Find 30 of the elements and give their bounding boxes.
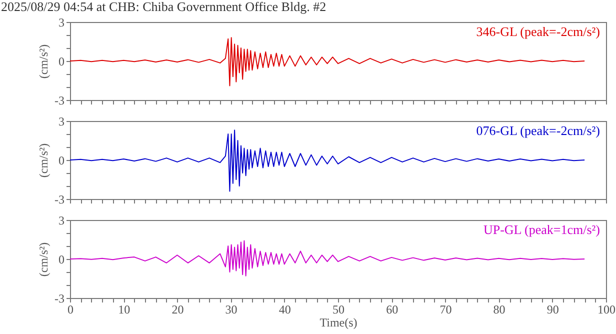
y-axis-title: (cm/s²) [36, 44, 51, 79]
x-tick-label: 30 [225, 302, 238, 316]
x-tick-label: 40 [278, 302, 291, 316]
x-tick-label: 70 [440, 302, 452, 316]
x-tick-label: 20 [172, 302, 184, 316]
y-axis-title: (cm/s²) [36, 143, 51, 178]
y-tick-label: 0 [58, 54, 64, 68]
y-tick-label: -3 [54, 192, 64, 206]
series-label: 346-GL (peak=-2cm/s²) [476, 24, 600, 39]
series-label: 076-GL (peak=-2cm/s²) [476, 123, 600, 138]
x-tick-label: 10 [118, 302, 130, 316]
line-series [70, 37, 586, 86]
y-tick-label: 3 [58, 114, 64, 128]
series-label: UP-GL (peak=1cm/s²) [483, 222, 600, 237]
y-tick-label: 3 [58, 16, 64, 30]
x-tick-label: 60 [386, 302, 398, 316]
y-axis-title: (cm/s²) [36, 242, 51, 277]
x-tick-label: 80 [493, 302, 506, 316]
y-tick-label: 3 [58, 214, 64, 228]
x-tick-label: 100 [598, 302, 616, 316]
line-series [70, 240, 586, 276]
x-axis-title: Time(s) [320, 316, 358, 330]
y-tick-label: -3 [54, 94, 64, 108]
x-tick-label: 0 [68, 302, 74, 316]
x-tick-label: 50 [332, 302, 344, 316]
chart-title: 2025/08/29 04:54 at CHB: Chiba Government Office Bldg. #2 [1, 0, 326, 14]
y-tick-label: 0 [58, 252, 64, 266]
y-tick-label: 0 [58, 154, 64, 168]
y-tick-label: -3 [54, 292, 64, 306]
x-tick-label: 90 [546, 302, 559, 316]
